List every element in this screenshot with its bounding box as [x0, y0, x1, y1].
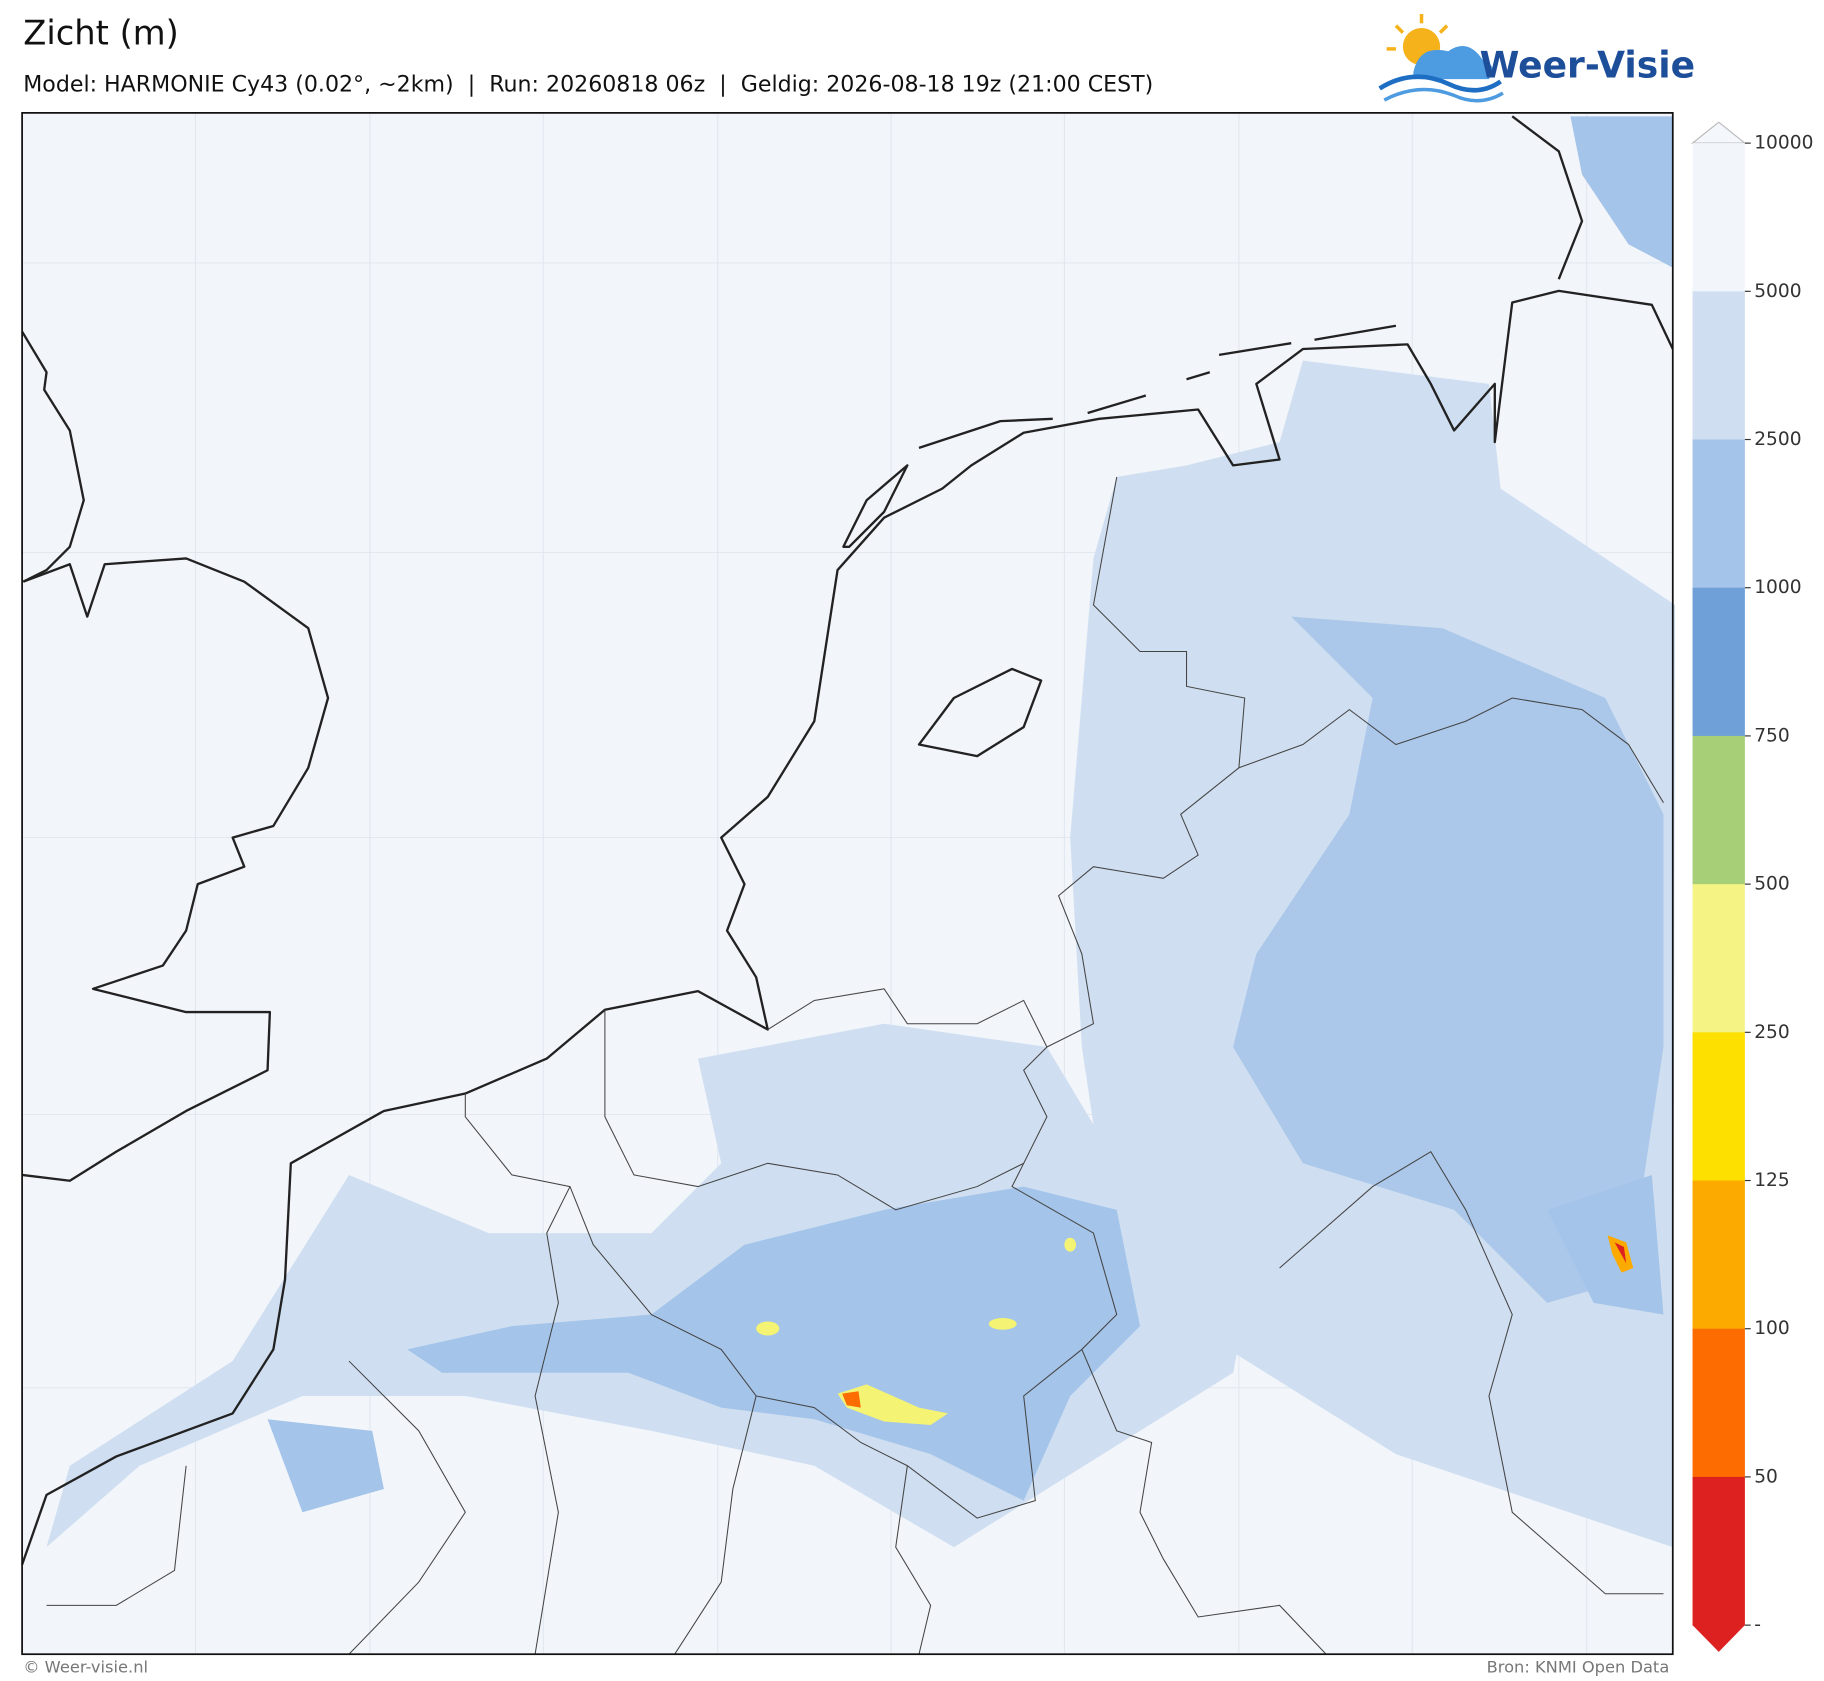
colorbar-segment — [1692, 143, 1745, 292]
colorbar-label: 1000 — [1754, 577, 1801, 598]
colorbar-label: - — [1754, 1615, 1761, 1636]
visibility-field — [46, 116, 1676, 1548]
colorbar-label: 100 — [1754, 1318, 1790, 1339]
colorbar: 10000 5000 2500 1000 750 500 250 125 100 50 - — [1690, 121, 1813, 1652]
colorbar-segment — [1692, 1476, 1745, 1626]
colorbar-label: 750 — [1754, 725, 1790, 746]
colorbar-label: 5000 — [1754, 281, 1801, 302]
footer-left: © Weer-visie.nl — [23, 1658, 148, 1677]
colorbar-segment — [1692, 291, 1745, 441]
colorbar-label: 250 — [1754, 1022, 1790, 1043]
colorbar-segment — [1692, 1180, 1745, 1330]
colorbar-label: 500 — [1754, 874, 1790, 895]
subtitle: Model: HARMONIE Cy43 (0.02°, ~2km) | Run… — [23, 71, 1153, 97]
map — [21, 112, 1676, 1656]
colorbar-label: 10000 — [1754, 133, 1813, 154]
logo: Weer-Visie — [1378, 13, 1695, 103]
colorbar-segment — [1692, 439, 1745, 589]
title: Zicht (m) — [23, 13, 178, 52]
logo-text: Weer-Visie — [1480, 45, 1695, 87]
colorbar-segment — [1692, 1328, 1745, 1478]
colorbar-segment — [1692, 1032, 1745, 1182]
colorbar-over — [1690, 121, 1747, 144]
colorbar-under — [1692, 1625, 1745, 1652]
colorbar-label: 50 — [1754, 1466, 1778, 1487]
colorbar-segment — [1692, 735, 1745, 885]
footer-right: Bron: KNMI Open Data — [1487, 1658, 1670, 1677]
colorbar-segment — [1692, 587, 1745, 737]
colorbar-segment — [1692, 884, 1745, 1033]
colorbar-label: 125 — [1754, 1170, 1790, 1191]
colorbar-label: 2500 — [1754, 429, 1801, 450]
